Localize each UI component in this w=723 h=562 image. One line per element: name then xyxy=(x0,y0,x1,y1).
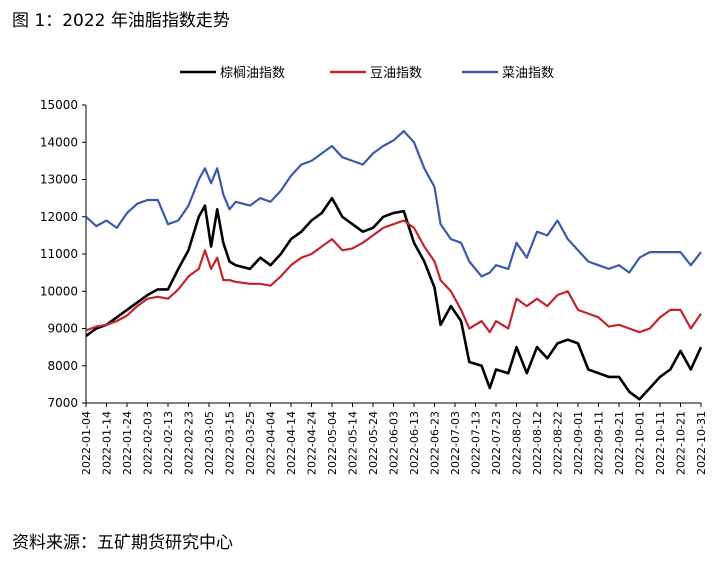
x-tick-label: 2022-01-04 xyxy=(80,411,93,475)
x-tick-label: 2022-03-05 xyxy=(203,411,216,475)
x-tick-label: 2022-09-21 xyxy=(613,411,626,475)
x-tick-label: 2022-10-01 xyxy=(634,411,647,475)
x-tick-label: 2022-03-25 xyxy=(244,411,257,475)
y-tick-label: 10000 xyxy=(40,284,78,298)
legend-label-1: 棕榈油指数 xyxy=(220,66,285,81)
x-tick-label: 2022-06-03 xyxy=(388,411,401,475)
y-tick-label: 13000 xyxy=(40,173,78,187)
y-tick-label: 9000 xyxy=(47,322,78,336)
series-line-2 xyxy=(85,219,702,334)
x-tick-label: 2022-01-24 xyxy=(121,411,134,475)
x-tick-label: 2022-06-23 xyxy=(429,411,442,475)
figure-title: 图 1：2022 年油脂指数走势 xyxy=(12,11,230,31)
x-tick-label: 2022-07-13 xyxy=(470,411,483,475)
x-tick-label: 2022-02-13 xyxy=(162,411,175,475)
x-axis: 2022-01-04 2022-01-14 2022-01-24 2022-02-03… xyxy=(80,402,708,475)
legend-label-3: 菜油指数 xyxy=(502,66,554,81)
y-tick-label: 15000 xyxy=(40,98,78,112)
x-tick-label: 2022-05-24 xyxy=(367,411,380,475)
y-tick-label: 14000 xyxy=(40,135,78,149)
plot-area xyxy=(85,130,703,401)
x-tick-label: 2022-08-22 xyxy=(552,411,565,475)
x-tick-label: 2022-04-14 xyxy=(285,411,298,475)
x-tick-label: 2022-10-31 xyxy=(695,411,708,475)
y-tick-label: 8000 xyxy=(47,359,78,373)
y-tick-label: 11000 xyxy=(40,247,78,261)
x-tick-label: 2022-04-04 xyxy=(265,411,278,475)
y-tick-label: 7000 xyxy=(47,396,78,410)
x-tick-label: 2022-05-14 xyxy=(347,411,360,475)
source-note: 资料来源：五矿期货研究中心 xyxy=(12,533,233,553)
x-tick-label: 2022-09-11 xyxy=(593,411,606,475)
x-tick-label: 2022-07-23 xyxy=(490,411,503,475)
series-line-3 xyxy=(85,130,702,278)
x-tick-label: 2022-01-14 xyxy=(101,411,114,475)
x-tick-label: 2022-08-02 xyxy=(511,411,524,475)
y-axis: 15000 14000 13000 12000 11000 10000 9000 8000 70… xyxy=(40,98,87,410)
x-tick-label: 2022-02-23 xyxy=(183,411,196,475)
x-tick-label: 2022-06-13 xyxy=(408,411,421,475)
x-tick-label: 2022-02-03 xyxy=(142,411,155,475)
legend-label-2: 豆油指数 xyxy=(370,66,422,81)
x-tick-label: 2022-09-01 xyxy=(572,411,585,475)
x-tick-label: 2022-10-21 xyxy=(675,411,688,475)
x-tick-label: 2022-07-03 xyxy=(449,411,462,475)
chart-legend: 棕榈油指数 豆油指数 菜油指数 xyxy=(180,66,554,81)
x-tick-label: 2022-03-15 xyxy=(224,411,237,475)
x-tick-label: 2022-08-12 xyxy=(531,411,544,475)
x-tick-label: 2022-10-11 xyxy=(654,411,667,475)
y-tick-label: 12000 xyxy=(40,210,78,224)
series-line-1 xyxy=(85,196,703,401)
x-tick-label: 2022-05-04 xyxy=(326,411,339,475)
x-tick-label: 2022-04-24 xyxy=(306,411,319,475)
